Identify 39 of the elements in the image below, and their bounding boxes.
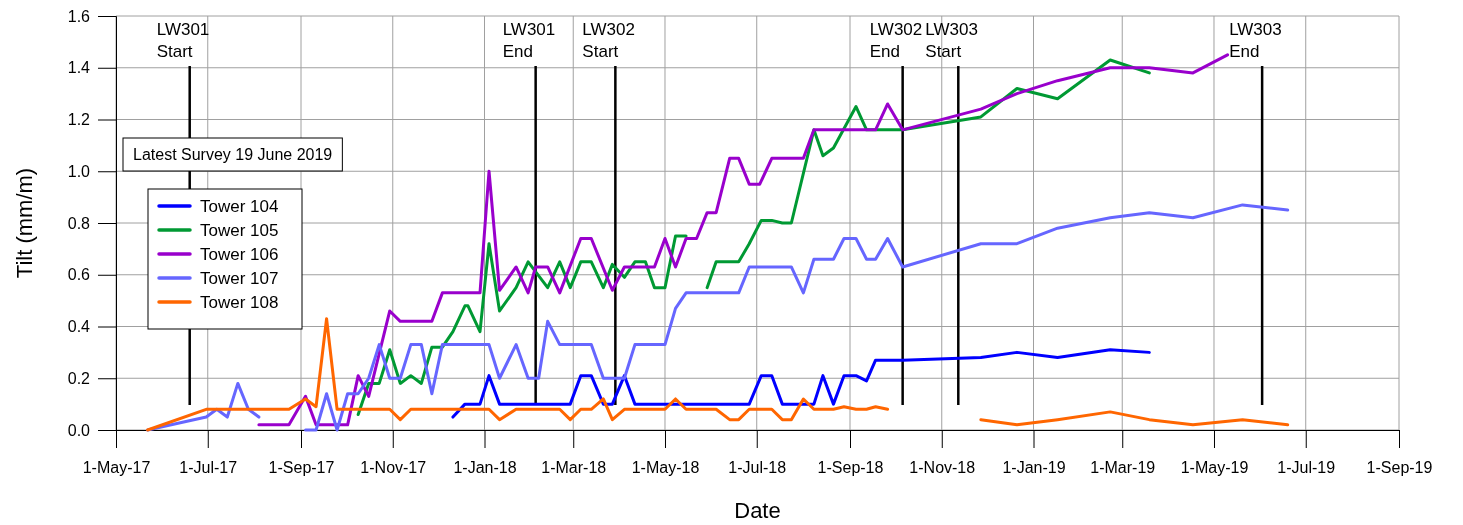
y-tick-label: 0.4 — [67, 318, 91, 336]
y-tick-label: 0.6 — [67, 266, 91, 284]
x-tick-label: 1-Sep-18 — [817, 459, 884, 477]
legend-label: Tower 104 — [200, 197, 279, 216]
legend-label: Tower 108 — [200, 293, 279, 312]
x-axis-title: Date — [734, 498, 781, 523]
annotation: Latest Survey 19 June 2019 — [133, 146, 333, 163]
y-tick-label: 0.2 — [67, 369, 91, 387]
x-tick-label: 1-Jul-17 — [179, 459, 238, 477]
x-tick-label: 1-Mar-18 — [541, 459, 607, 477]
legend-label: Tower 107 — [200, 269, 279, 288]
ref-line-label: LW302 End — [869, 20, 923, 61]
y-axis-title: Tilt (mm/m) — [12, 167, 37, 279]
y-tick-label: 1.2 — [67, 111, 91, 129]
x-tick-label: 1-May-18 — [631, 459, 700, 477]
x-tick-label: 1-Jan-19 — [1002, 459, 1066, 477]
line-series — [451, 348, 1151, 419]
x-tick-label: 1-May-19 — [1180, 459, 1249, 477]
ref-line-label: LW301 Start — [156, 20, 210, 61]
x-tick-label: 1-Jul-18 — [728, 459, 787, 477]
x-tick-label: 1-Mar-19 — [1090, 459, 1156, 477]
x-tick-label: 1-Jan-18 — [453, 459, 517, 477]
ref-line-label: LW301 End — [502, 20, 556, 61]
x-tick-label: 1-Sep-17 — [268, 459, 335, 477]
y-tick-label: 0.0 — [67, 421, 91, 439]
ref-line-label: LW303 Start — [925, 20, 978, 61]
y-tick-label: 1.6 — [67, 7, 91, 25]
x-tick-label: 1-Nov-17 — [360, 459, 427, 477]
x-tick-label: 1-May-17 — [82, 459, 151, 477]
y-tick-label: 0.8 — [67, 214, 91, 232]
y-tick-label: 1.4 — [67, 59, 91, 77]
legend-label: Tower 106 — [200, 245, 279, 264]
x-tick-label: 1-Jul-19 — [1277, 459, 1336, 477]
x-tick-label: 1-Sep-19 — [1366, 459, 1433, 477]
x-tick-label: 1-Nov-18 — [909, 459, 976, 477]
y-tick-label: 1.0 — [67, 162, 91, 180]
ref-line-label: LW302 Start — [582, 20, 635, 61]
legend-label: Tower 105 — [200, 221, 279, 240]
ref-line-label: LW303 End — [1229, 20, 1282, 61]
